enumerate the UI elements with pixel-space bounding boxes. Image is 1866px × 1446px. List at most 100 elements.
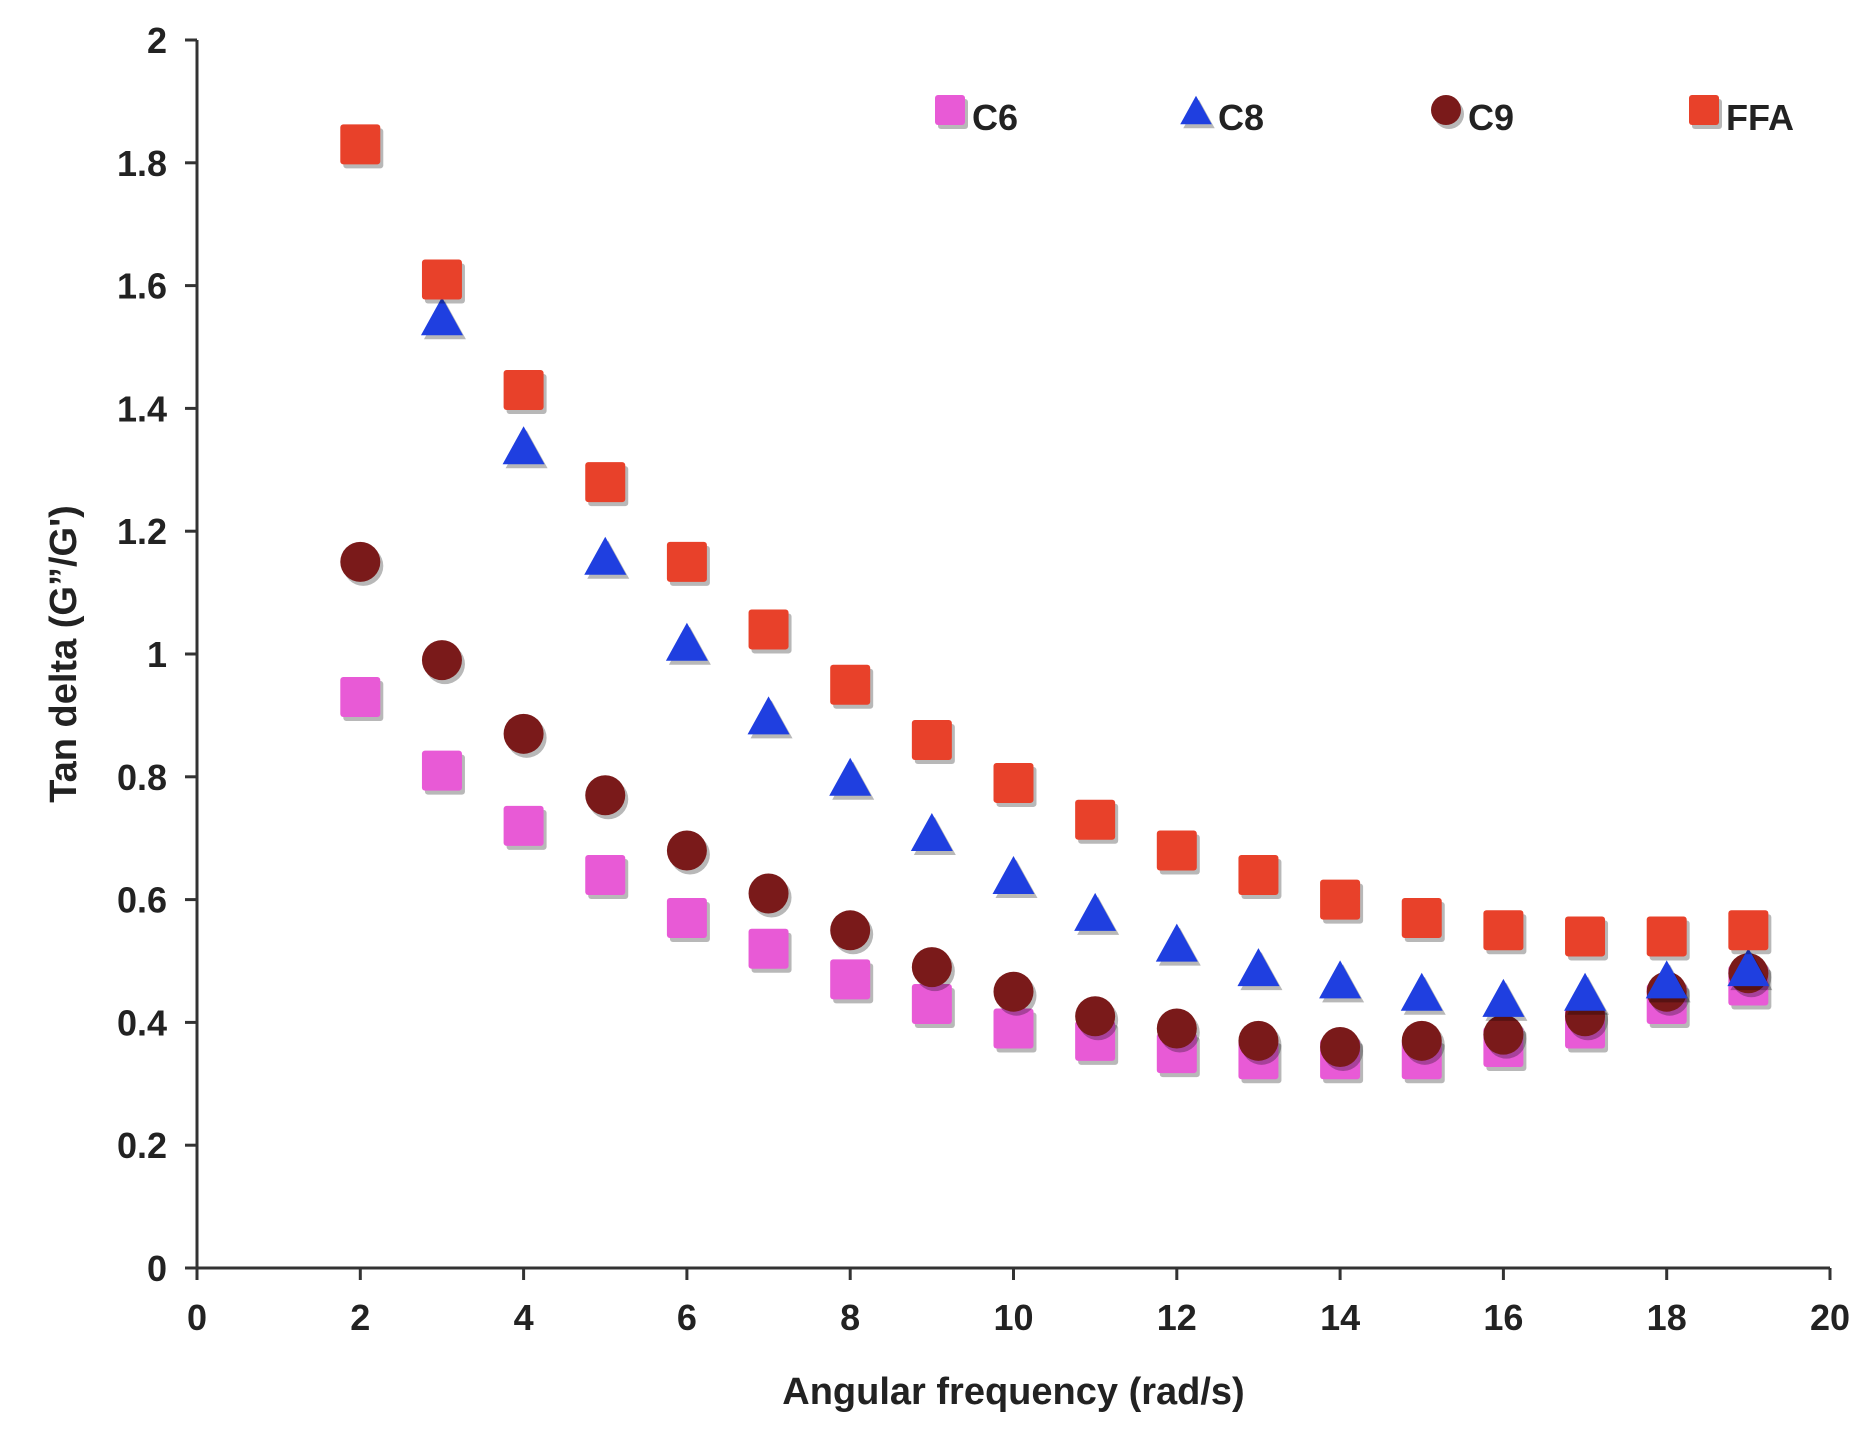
data-point-c9 xyxy=(911,947,952,988)
data-point-c8 xyxy=(1727,948,1770,987)
y-ticks: 0 0.2 0.4 0.6 0.8 1 1.2 1.4 1.6 1.8 2 xyxy=(117,20,197,1289)
data-point-ffa xyxy=(748,609,789,650)
data-point-ffa xyxy=(1320,879,1361,920)
data-point-ffa xyxy=(340,124,381,165)
data-point-c6 xyxy=(421,750,462,791)
y-tick-label: 0.4 xyxy=(117,1002,167,1043)
data-point-c9 xyxy=(1483,1014,1524,1055)
data-point-c8 xyxy=(502,426,545,465)
legend-item-ffa: FFA xyxy=(1689,95,1794,138)
legend-label: C8 xyxy=(1218,97,1264,138)
y-axis-title: Tan delta (G”/G') xyxy=(43,505,85,803)
data-point-c6 xyxy=(585,855,626,896)
legend-marker-c8 xyxy=(1180,95,1212,125)
axes: 0 0.2 0.4 0.6 0.8 1 1.2 1.4 1.6 1.8 2 0 2 4 6 8 10 12 14 1… xyxy=(117,20,1850,1338)
data-point-c8 xyxy=(1074,892,1117,931)
data-point-c6 xyxy=(993,1008,1034,1049)
x-tick-label: 6 xyxy=(677,1297,697,1338)
data-point-ffa xyxy=(1075,799,1116,840)
data-point-ffa xyxy=(1728,910,1769,951)
x-axis-title: Angular frequency (rad/s) xyxy=(782,1371,1244,1413)
data-point-c8 xyxy=(1645,960,1688,999)
data-point-c9 xyxy=(666,830,707,871)
data-point-c9 xyxy=(421,640,462,681)
x-tick-label: 14 xyxy=(1320,1297,1360,1338)
data-point-c8 xyxy=(584,536,627,575)
y-tick-label: 0.8 xyxy=(117,757,167,798)
data-point-ffa xyxy=(1565,916,1606,957)
data-point-ffa xyxy=(503,369,544,410)
data-point-ffa xyxy=(830,664,871,705)
series-c8 xyxy=(420,297,1773,1021)
legend-item-c9: C9 xyxy=(1431,95,1514,138)
data-point-c8 xyxy=(1155,923,1198,962)
data-point-ffa xyxy=(993,762,1034,803)
data-point-c9 xyxy=(1075,996,1116,1037)
series-c9 xyxy=(340,541,1772,1071)
data-point-c9 xyxy=(585,775,626,816)
data-point-ffa xyxy=(1646,916,1687,957)
x-tick-label: 12 xyxy=(1157,1297,1197,1338)
data-point-ffa xyxy=(585,462,626,503)
y-tick-label: 1.6 xyxy=(117,266,167,307)
data-point-c6 xyxy=(340,676,381,717)
series-c6 xyxy=(340,676,1772,1084)
data-point-ffa xyxy=(1238,855,1279,896)
y-tick-label: 0.2 xyxy=(117,1125,167,1166)
x-tick-label: 2 xyxy=(350,1297,370,1338)
data-point-c8 xyxy=(1564,972,1607,1011)
data-point-c9 xyxy=(830,910,871,951)
legend-marker-c6 xyxy=(935,95,965,125)
data-point-c9 xyxy=(1320,1026,1361,1067)
data-point-c8 xyxy=(910,813,953,852)
x-tick-label: 10 xyxy=(993,1297,1033,1338)
x-tick-label: 18 xyxy=(1647,1297,1687,1338)
data-point-c8 xyxy=(1319,960,1362,999)
legend-item-c6: C6 xyxy=(935,95,1018,138)
data-point-c6 xyxy=(748,928,789,969)
data-point-ffa xyxy=(1156,830,1197,871)
data-point-c9 xyxy=(1401,1020,1442,1061)
legend-label: FFA xyxy=(1726,97,1794,138)
data-point-c9 xyxy=(993,971,1034,1012)
y-tick-label: 1.2 xyxy=(117,511,167,552)
data-point-c8 xyxy=(992,856,1035,895)
legend-item-c8: C8 xyxy=(1180,95,1264,138)
data-point-c9 xyxy=(1156,1008,1197,1049)
x-tick-label: 4 xyxy=(514,1297,534,1338)
y-tick-label: 1 xyxy=(147,634,167,675)
y-tick-label: 1.4 xyxy=(117,388,167,429)
x-tick-label: 8 xyxy=(840,1297,860,1338)
x-ticks: 0 2 4 6 8 10 12 14 16 18 20 xyxy=(187,1268,1850,1338)
data-point-c8 xyxy=(1482,978,1525,1017)
x-tick-label: 20 xyxy=(1810,1297,1850,1338)
data-point-ffa xyxy=(421,259,462,300)
data-point-c8 xyxy=(665,622,708,661)
data-point-c9 xyxy=(503,713,544,754)
data-point-ffa xyxy=(911,719,952,760)
data-point-c8 xyxy=(420,297,463,336)
data-point-c8 xyxy=(747,696,790,735)
data-point-c6 xyxy=(503,805,544,846)
data-point-c8 xyxy=(1237,948,1280,987)
legend-marker-ffa xyxy=(1689,95,1719,125)
y-tick-label: 0 xyxy=(147,1248,167,1289)
y-tick-label: 1.8 xyxy=(117,143,167,184)
legend: C6 C8 C9 FFA xyxy=(935,95,1794,138)
x-tick-label: 16 xyxy=(1483,1297,1523,1338)
data-point-c6 xyxy=(911,983,952,1024)
data-point-c8 xyxy=(829,757,872,796)
data-point-ffa xyxy=(1483,910,1524,951)
data-point-c9 xyxy=(748,873,789,914)
y-tick-label: 2 xyxy=(147,20,167,61)
data-point-c8 xyxy=(1400,972,1443,1011)
data-point-ffa xyxy=(666,541,707,582)
x-tick-label: 0 xyxy=(187,1297,207,1338)
data-point-c9 xyxy=(340,541,381,582)
data-point-c6 xyxy=(830,959,871,1000)
series-ffa xyxy=(340,124,1772,961)
data-point-c6 xyxy=(666,898,707,939)
y-tick-label: 0.6 xyxy=(117,880,167,921)
legend-label: C6 xyxy=(972,97,1018,138)
